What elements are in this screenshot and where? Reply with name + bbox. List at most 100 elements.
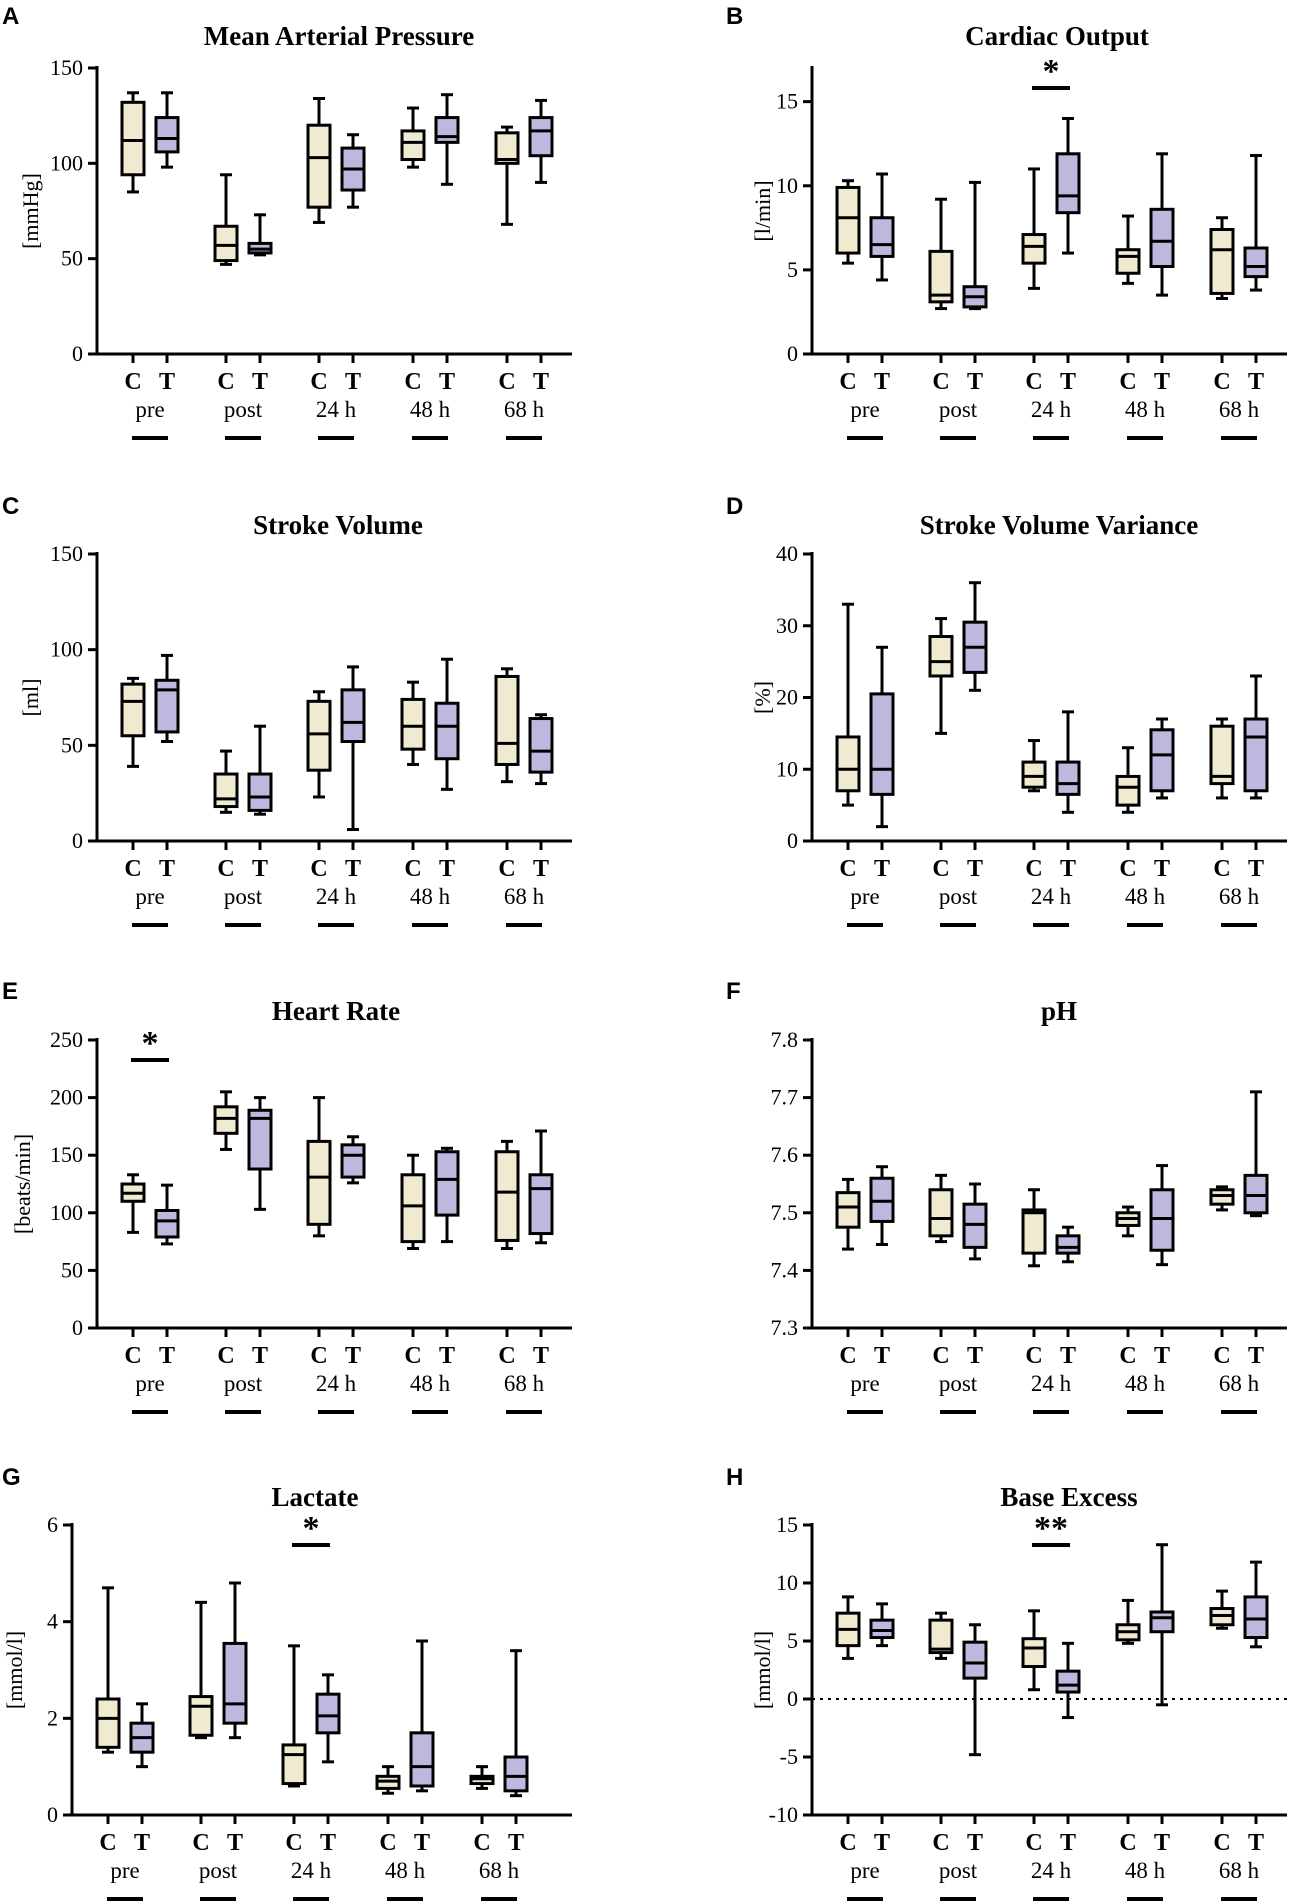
box-68h-t — [1243, 674, 1269, 800]
box-iqr — [222, 1641, 248, 1725]
x-timepoint-label: pre — [135, 1371, 164, 1396]
panel-letter: G — [2, 1464, 21, 1491]
box-iqr — [213, 1105, 239, 1135]
chart-title: Cardiac Output — [965, 21, 1149, 51]
box-iqr — [247, 772, 273, 812]
box-iqr — [494, 131, 520, 165]
y-tick-label: 200 — [50, 1085, 83, 1110]
box-pre-t — [154, 91, 180, 169]
x-group-label-c: C — [192, 1830, 209, 1856]
x-timepoint-label: 48 h — [1125, 1858, 1166, 1883]
x-timepoint-label: pre — [850, 884, 879, 909]
box-68h-c — [469, 1765, 495, 1790]
box-pre-t — [869, 1165, 895, 1246]
box-68h-t — [1243, 1090, 1269, 1218]
box-post-t — [247, 724, 273, 816]
x-group-label-t: T — [159, 1343, 175, 1369]
box-iqr — [835, 735, 861, 793]
y-tick-label: 0 — [787, 341, 798, 366]
box-24h-c — [306, 690, 332, 799]
x-group-label-t: T — [159, 369, 175, 395]
x-group-label-t: T — [1060, 1343, 1076, 1369]
x-group-label-c: C — [1025, 1343, 1042, 1369]
x-timepoint-label: post — [199, 1858, 238, 1883]
y-axis-label: [mmHg] — [18, 173, 43, 249]
x-group-label-c: C — [124, 856, 141, 882]
x-group-label-t: T — [508, 1830, 524, 1856]
box-24h-t — [1055, 1641, 1081, 1720]
x-group-label-c: C — [1119, 1830, 1136, 1856]
y-tick-label: 5 — [787, 1628, 798, 1653]
y-tick-label: 30 — [776, 613, 798, 638]
box-24h-t — [1055, 116, 1081, 255]
box-24h-t — [315, 1673, 341, 1764]
x-timepoint-label: 24 h — [1031, 1858, 1072, 1883]
box-post-c — [213, 1090, 239, 1151]
box-68h-t — [503, 1649, 529, 1798]
x-group-label-t: T — [533, 369, 549, 395]
significance-star: ** — [1034, 1510, 1068, 1547]
box-pre-t — [869, 1602, 895, 1648]
box-post-t — [247, 1096, 273, 1211]
box-iqr — [315, 1692, 341, 1735]
x-group-label-t: T — [533, 1343, 549, 1369]
box-iqr — [1243, 1595, 1269, 1640]
box-48h-c — [1115, 1205, 1141, 1238]
x-group-label-t: T — [252, 1343, 268, 1369]
y-tick-label: 100 — [50, 1200, 83, 1225]
box-iqr — [928, 1618, 954, 1655]
box-iqr — [340, 688, 366, 744]
x-timepoint-label: post — [224, 397, 263, 422]
x-group-label-c: C — [839, 1830, 856, 1856]
chart-title: pH — [1041, 996, 1077, 1026]
x-group-label-c: C — [498, 369, 515, 395]
box-iqr — [1055, 1669, 1081, 1694]
y-tick-label: 4 — [47, 1609, 58, 1634]
y-tick-label: 15 — [776, 1512, 798, 1537]
box-iqr — [1149, 1610, 1175, 1634]
x-group-label-c: C — [310, 1343, 327, 1369]
y-tick-label: 7.5 — [771, 1200, 799, 1225]
box-24h-t — [1055, 1225, 1081, 1264]
box-24h-c — [306, 1096, 332, 1238]
box-48h-c — [1115, 214, 1141, 285]
box-48h-t — [434, 93, 460, 186]
x-timepoint-label: post — [939, 1371, 978, 1396]
x-group-label-c: C — [839, 369, 856, 395]
box-iqr — [120, 100, 146, 177]
y-tick-label: 2 — [47, 1705, 58, 1730]
x-group-label-c: C — [932, 856, 949, 882]
x-timepoint-label: post — [939, 397, 978, 422]
y-tick-label: 0 — [787, 828, 798, 853]
box-68h-c — [494, 667, 520, 784]
x-group-label-c: C — [839, 856, 856, 882]
box-iqr — [928, 249, 954, 304]
box-iqr — [1149, 207, 1175, 269]
y-tick-label: 7.4 — [771, 1257, 799, 1282]
x-group-label-t: T — [345, 856, 361, 882]
x-group-label-t: T — [533, 856, 549, 882]
x-group-label-t: T — [967, 1830, 983, 1856]
x-timepoint-label: 24 h — [291, 1858, 332, 1883]
box-iqr — [1021, 1208, 1047, 1255]
box-48h-t — [1149, 152, 1175, 297]
box-iqr — [247, 1108, 273, 1171]
x-group-label-c: C — [285, 1830, 302, 1856]
x-timepoint-label: 24 h — [1031, 397, 1072, 422]
box-24h-t — [1055, 710, 1081, 814]
box-iqr — [1055, 1234, 1081, 1255]
box-iqr — [120, 682, 146, 738]
panel-letter: H — [726, 1464, 743, 1491]
box-iqr — [1021, 760, 1047, 789]
box-iqr — [281, 1743, 307, 1786]
box-iqr — [1115, 774, 1141, 807]
box-68h-t — [1243, 153, 1269, 292]
box-iqr — [154, 678, 180, 734]
x-timepoint-label: 24 h — [316, 1371, 357, 1396]
box-iqr — [95, 1697, 121, 1749]
x-group-label-t: T — [967, 856, 983, 882]
box-iqr — [1021, 233, 1047, 265]
box-iqr — [835, 1191, 861, 1229]
